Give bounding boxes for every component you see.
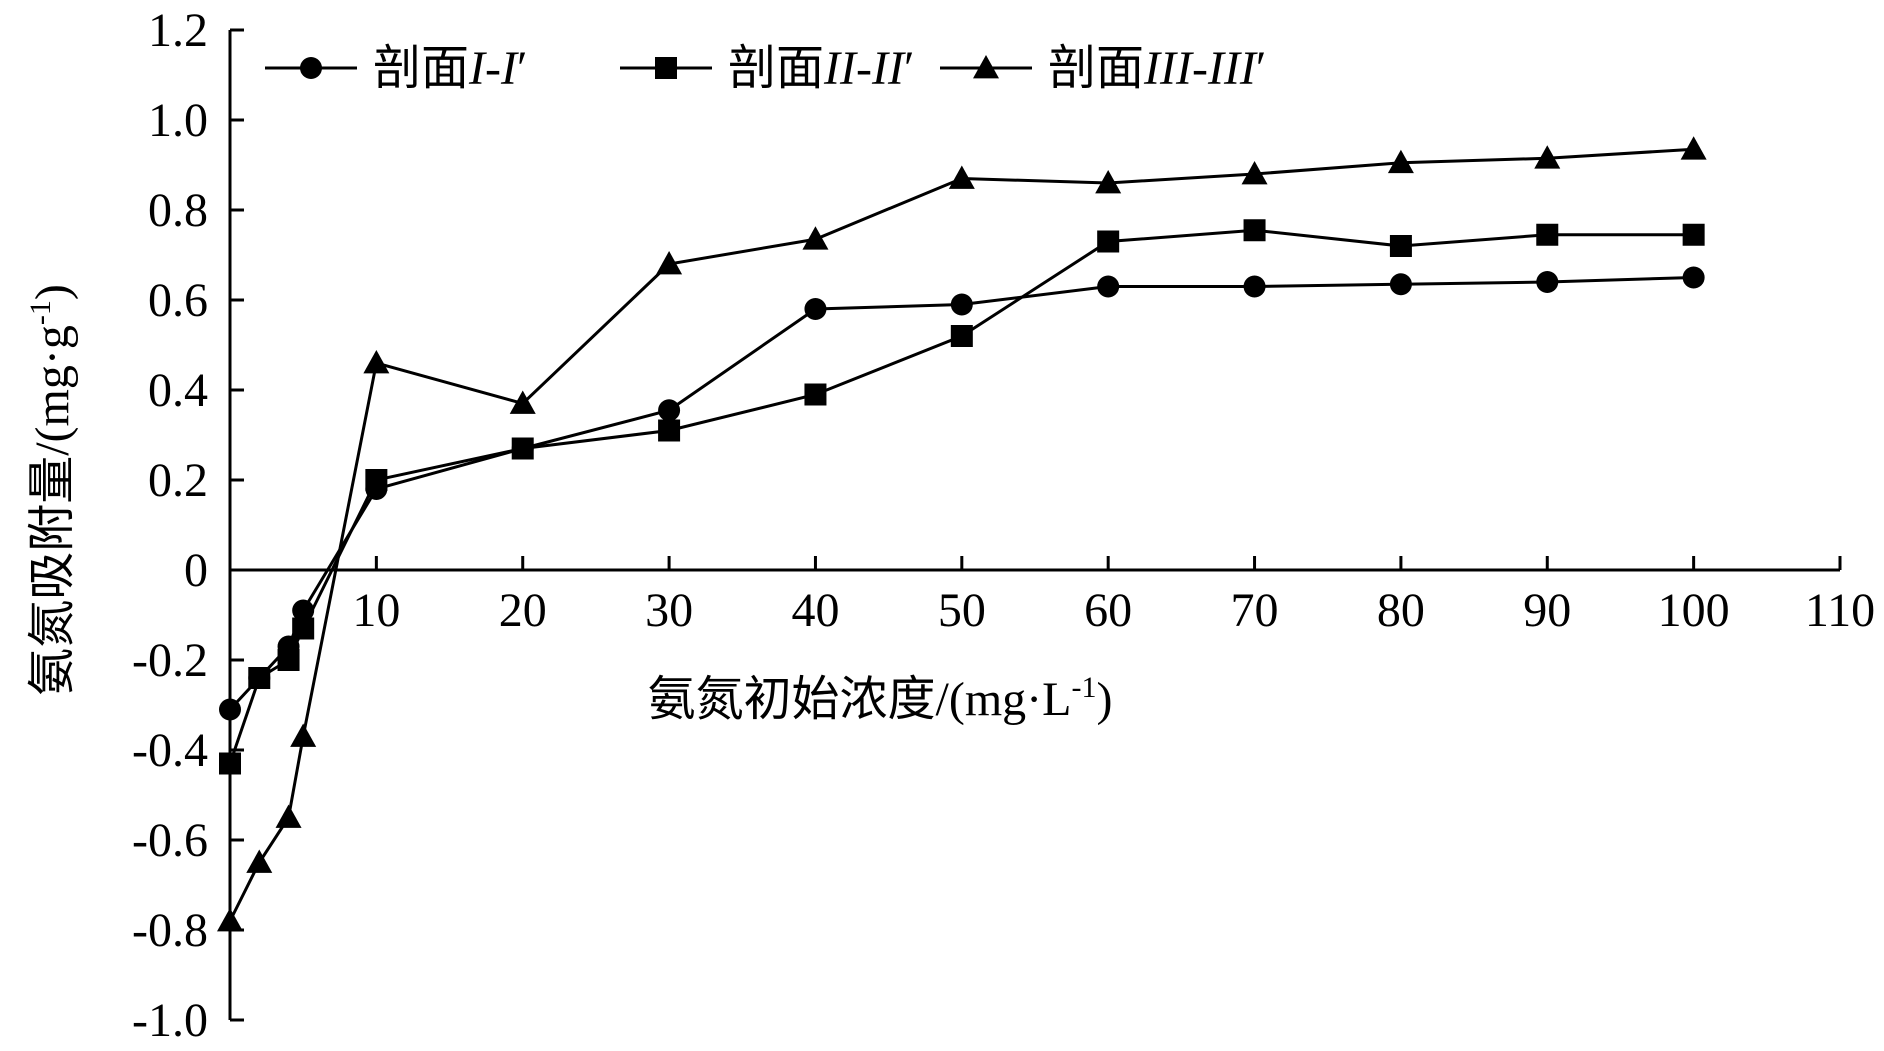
y-axis-title: 氨氮吸附量/(mg·g-1) — [24, 284, 79, 696]
series-3-point — [1241, 161, 1268, 185]
series-3-point — [363, 350, 390, 374]
y-tick-label: -1.0 — [132, 994, 208, 1047]
legend-item-3: 剖面III-III′ — [940, 42, 1266, 95]
y-tick-label: -0.6 — [132, 814, 208, 867]
y-tick-label: 1.0 — [148, 94, 208, 147]
series-2-point — [219, 752, 241, 775]
series-3-point — [290, 723, 317, 747]
legend-label: 剖面II-II′ — [728, 42, 914, 95]
y-axis-title-end: ) — [26, 284, 79, 300]
series-3-point — [1387, 149, 1414, 174]
y-tick-label: 0.2 — [148, 454, 208, 507]
y-tick-label: -0.4 — [132, 724, 208, 777]
series-2 — [219, 219, 1705, 775]
series-3-point — [246, 849, 273, 873]
series-2-point — [277, 649, 300, 671]
x-tick-label: 30 — [645, 584, 693, 637]
x-tick-label: 60 — [1084, 584, 1132, 637]
y-tick-label: 0 — [184, 544, 208, 597]
series-2-point — [1389, 235, 1412, 257]
y-axis-title-text: 氨氮吸附量/(mg·g — [26, 325, 79, 696]
series-3-line — [228, 147, 1694, 922]
x-tick-label: 100 — [1658, 584, 1730, 637]
y-tick-label: -0.8 — [132, 904, 208, 957]
y-tick-label: -0.2 — [132, 634, 208, 687]
y-tick-label: 0.6 — [148, 274, 208, 327]
x-axis-title-end: ) — [1096, 673, 1112, 726]
x-tick-label: 70 — [1231, 584, 1279, 637]
series-3-point — [1534, 145, 1561, 169]
series-1-point — [1536, 271, 1559, 293]
series-2-point — [292, 617, 315, 640]
series-3-point — [656, 251, 683, 275]
series-2-point — [365, 469, 388, 491]
series-2-point — [950, 325, 973, 347]
series-3-point — [1095, 170, 1122, 194]
legend-marker — [300, 57, 322, 79]
series-1-point — [219, 698, 241, 721]
x-tick-label: 110 — [1805, 584, 1875, 637]
series-3-point — [217, 908, 243, 932]
series-3-point — [948, 165, 975, 189]
x-tick-label: 50 — [938, 584, 986, 637]
series-1-point — [1097, 275, 1120, 298]
x-tick-label: 10 — [352, 584, 400, 637]
y-tick-label: 0.8 — [148, 184, 208, 237]
legend-item-2: 剖面II-II′ — [620, 42, 914, 95]
series-3 — [217, 136, 1707, 932]
series-2-point — [658, 419, 681, 442]
series-2-point — [1682, 223, 1705, 246]
series-2-point — [248, 667, 271, 689]
series-2-point — [804, 383, 827, 406]
legend-item-1: 剖面I-I′ — [265, 42, 527, 95]
x-axis-title: 氨氮初始浓度/(mg·L-1) — [648, 671, 1113, 726]
series-1-point — [1389, 273, 1412, 296]
y-tick-label: 0.4 — [148, 364, 208, 417]
series-2-point — [1536, 223, 1559, 246]
series-2-point — [1097, 230, 1120, 253]
series-lines — [217, 136, 1707, 932]
series-3-point — [802, 226, 829, 250]
y-axis-title-sup: -1 — [24, 300, 57, 325]
series-3-point — [509, 390, 536, 414]
series-2-point — [511, 437, 534, 460]
series-1-point — [804, 298, 827, 320]
axes: -1.0 -0.8 -0.6 -0.4 -0.2 0 0.2 0.4 0.6 0.8 1.0 1.2 1… — [132, 4, 1875, 1047]
legend: 剖面I-I′ 剖面II-II′ 剖面III-III′ — [265, 42, 1266, 95]
x-tick-label: 40 — [791, 584, 839, 637]
series-1-point — [1243, 275, 1266, 298]
x-tick-label: 20 — [499, 584, 547, 637]
x-axis-title-sup: -1 — [1071, 671, 1096, 704]
legend-label: 剖面I-I′ — [373, 42, 527, 95]
legend-marker — [655, 57, 677, 79]
series-3-point — [1680, 136, 1707, 160]
y-tick-label: 1.2 — [148, 4, 208, 57]
series-1-point — [1682, 266, 1705, 289]
x-axis-title-text: 氨氮初始浓度/(mg·L — [648, 673, 1072, 726]
series-2-point — [1243, 219, 1266, 242]
x-tick-label: 90 — [1523, 584, 1571, 637]
x-tick-label: 80 — [1377, 584, 1425, 637]
series-3-point — [275, 804, 302, 828]
series-1-point — [950, 293, 973, 316]
series-1-point — [658, 399, 681, 422]
legend-marker — [973, 55, 999, 79]
legend-label: 剖面III-III′ — [1048, 42, 1266, 95]
